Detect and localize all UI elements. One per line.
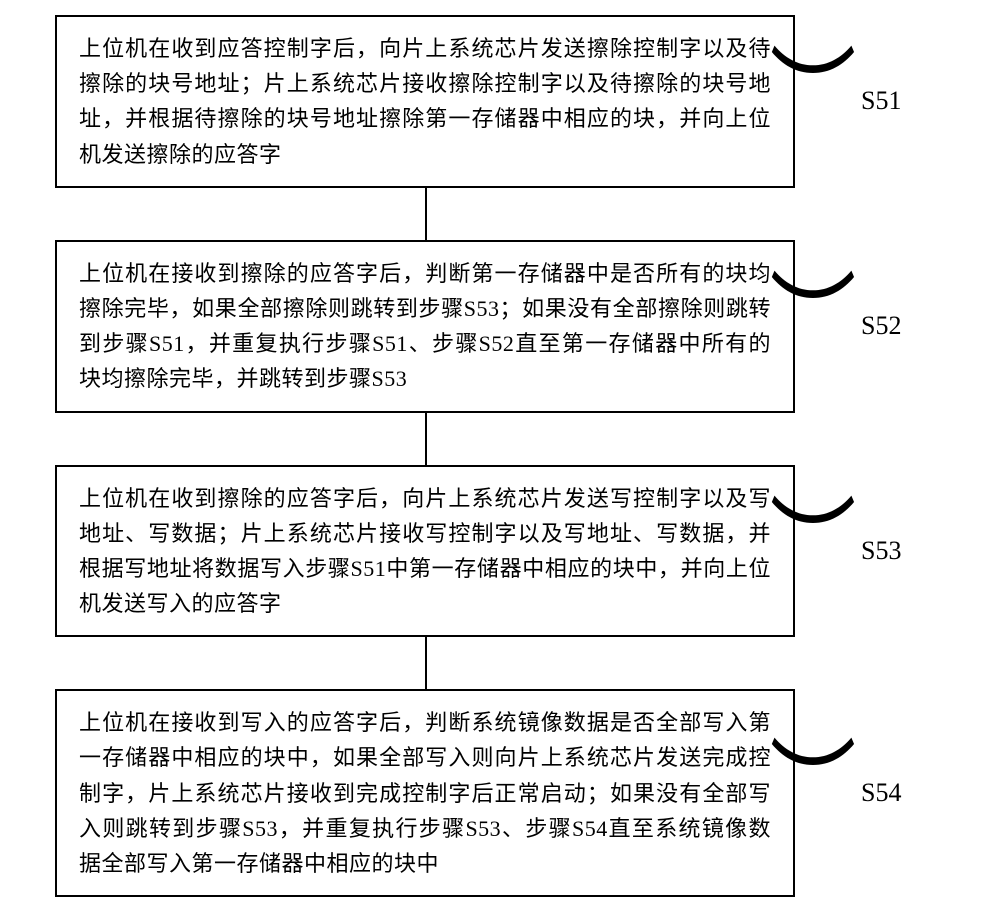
step-box-s53: 上位机在收到擦除的应答字后，向片上系统芯片发送写控制字以及写地址、写数据；片上系…	[55, 465, 795, 638]
connector-3	[425, 637, 427, 689]
flowchart-container: 上位机在收到应答控制字后，向片上系统芯片发送擦除控制字以及待擦除的块号地址；片上…	[55, 15, 945, 897]
step-row-s52: 上位机在接收到擦除的应答字后，判断第一存储器中是否所有的块均擦除完毕，如果全部擦…	[55, 240, 945, 413]
label-group-s54: ︶ S54	[795, 769, 901, 817]
step-box-s51: 上位机在收到应答控制字后，向片上系统芯片发送擦除控制字以及待擦除的块号地址；片上…	[55, 15, 795, 188]
step-row-s53: 上位机在收到擦除的应答字后，向片上系统芯片发送写控制字以及写地址、写数据；片上系…	[55, 465, 945, 638]
step-label-s51: S51	[861, 86, 901, 116]
label-group-s52: ︶ S52	[795, 302, 901, 350]
label-group-s51: ︶ S51	[795, 77, 901, 125]
connector-1	[425, 188, 427, 240]
brace-icon: ︶	[770, 498, 856, 604]
label-group-s53: ︶ S53	[795, 527, 901, 575]
step-box-s52: 上位机在接收到擦除的应答字后，判断第一存储器中是否所有的块均擦除完毕，如果全部擦…	[55, 240, 795, 413]
step-label-s53: S53	[861, 536, 901, 566]
brace-icon: ︶	[770, 49, 856, 155]
step-row-s51: 上位机在收到应答控制字后，向片上系统芯片发送擦除控制字以及待擦除的块号地址；片上…	[55, 15, 945, 188]
brace-icon: ︶	[770, 740, 856, 846]
brace-icon: ︶	[770, 273, 856, 379]
step-label-s54: S54	[861, 778, 901, 808]
step-box-s54: 上位机在接收到写入的应答字后，判断系统镜像数据是否全部写入第一存储器中相应的块中…	[55, 689, 795, 897]
connector-2	[425, 413, 427, 465]
step-row-s54: 上位机在接收到写入的应答字后，判断系统镜像数据是否全部写入第一存储器中相应的块中…	[55, 689, 945, 897]
step-label-s52: S52	[861, 311, 901, 341]
